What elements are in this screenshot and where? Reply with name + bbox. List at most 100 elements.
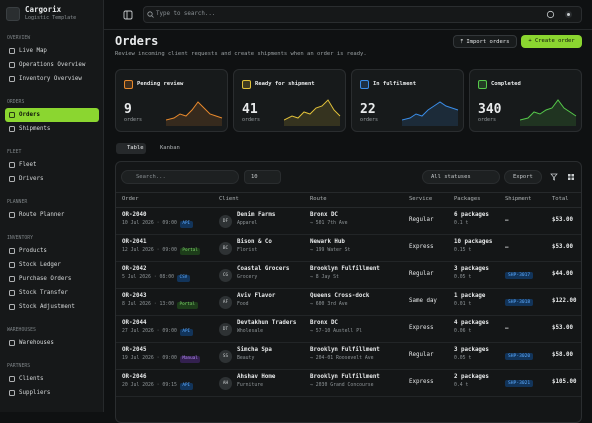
service: Regular [409, 352, 434, 358]
table-row[interactable]: OR-2041 12 Jul 2026 · 09:00 Portal BC Bison … [116, 235, 581, 262]
filter-icon[interactable] [550, 173, 558, 181]
nav-item[interactable]: Stock Transfer [5, 286, 99, 300]
nav-icon [9, 276, 15, 282]
sparkline [166, 101, 223, 126]
client-cell: Denim Farms Apparel [237, 212, 275, 226]
table-row[interactable]: OR-2043 8 Jul 2026 · 13:00 Portal AF Aviv Fl… [116, 289, 581, 316]
sidebar-toggle[interactable] [123, 10, 133, 20]
nav-icon [9, 112, 15, 118]
nav-icon [9, 76, 15, 82]
client-industry: Wholesale [237, 329, 263, 334]
client-cell: Bison & Co Florist [237, 239, 272, 253]
nav-icon [9, 48, 15, 54]
page-title: Orders [115, 34, 159, 48]
packages: 6 packages [454, 212, 489, 218]
nav-item[interactable]: Stock Adjustment [5, 300, 99, 314]
client-industry: Beauty [237, 356, 255, 361]
nav-item[interactable]: Route Planner [5, 208, 99, 222]
nav-item[interactable]: Orders [5, 108, 99, 122]
table-row[interactable]: OR-2046 20 Jul 2026 · 09:15 API AH Ahshav Ho… [116, 370, 581, 397]
shipment: SHP-3020 [505, 353, 534, 360]
date: 12 Jul 2026 · 09:00 [122, 248, 177, 253]
nav-label: Clients [19, 376, 44, 382]
nav-item[interactable]: Suppliers [5, 386, 99, 400]
nav-item[interactable]: Drivers [5, 172, 99, 186]
column-header: Client [219, 196, 239, 202]
route-cell: Brooklyn Fulfillment → 2030 Grand Concour… [310, 374, 380, 388]
nav-item[interactable]: Operations Overview [5, 58, 99, 72]
columns-icon[interactable] [567, 173, 575, 181]
stat-value: 340 [478, 102, 502, 117]
nav-label: Shipments [19, 126, 51, 132]
order-date: 19 Jul 2026 · 09:00 Manual [122, 356, 201, 363]
nav-icon [9, 176, 15, 182]
status-filter[interactable]: All statuses [422, 170, 500, 184]
packages-cell: 3 packages 0.05 t [454, 266, 489, 280]
global-search[interactable]: Type to search... [143, 6, 582, 23]
nav-item[interactable]: Clients [5, 372, 99, 386]
nav-item[interactable]: Purchase Orders [5, 272, 99, 286]
settings-icon[interactable] [564, 10, 573, 19]
source-badge: API [179, 221, 193, 228]
route-hub: Brooklyn Fulfillment [310, 347, 380, 353]
route-hub: Bronx DC [310, 212, 338, 218]
nav-item[interactable]: Live Map [5, 44, 99, 58]
order-date: 27 Jul 2026 · 09:00 API [122, 329, 193, 336]
sparkline-path [402, 102, 458, 126]
nav-label: Stock Adjustment [19, 304, 75, 310]
order-cell: OR-2046 20 Jul 2026 · 09:15 API [122, 374, 193, 390]
route-hub: Brooklyn Fulfillment [310, 374, 380, 380]
stat-icon [124, 80, 133, 89]
table-row[interactable]: OR-2042 5 Jul 2026 · 08:00 CSV CG Coastal Gr… [116, 262, 581, 289]
stat-unit: orders [242, 117, 261, 123]
source-badge: Portal [179, 248, 201, 255]
tab-table[interactable]: Table [116, 143, 146, 154]
table-row[interactable]: OR-2040 10 Jul 2026 · 09:00 API DF Denim Far… [116, 208, 581, 235]
source-badge: CSV [176, 275, 190, 282]
source-badge: API [179, 329, 193, 336]
import-button[interactable]: ⤒ Import orders [453, 35, 517, 48]
search-icon [147, 11, 154, 18]
client-industry: Furniture [237, 383, 263, 388]
nav-label: Orders [19, 112, 40, 118]
nav-section: FLEET [7, 150, 22, 155]
sparkline-path [402, 101, 459, 121]
client-avatar: AH [219, 377, 232, 390]
page-size[interactable]: 10 [244, 170, 281, 184]
column-header: Total [552, 196, 569, 202]
total: $44.00 [552, 271, 573, 277]
nav-item[interactable]: Products [5, 244, 99, 258]
tab-kanban[interactable]: Kanban [160, 145, 180, 151]
total: $53.00 [552, 217, 573, 223]
weight: 0.4 t [454, 383, 469, 388]
nav-item[interactable]: Inventory Overview [5, 72, 99, 86]
nav-label: Stock Transfer [19, 290, 68, 296]
table-row[interactable]: OR-2045 19 Jul 2026 · 09:00 Manual SS Simcha… [116, 343, 581, 370]
nav-item[interactable]: Warehouses [5, 336, 99, 350]
table-search[interactable]: Search... [121, 170, 239, 184]
table-row[interactable]: OR-2044 27 Jul 2026 · 09:00 API DT Devtakhun… [116, 316, 581, 343]
export-button[interactable]: Export [504, 170, 542, 184]
nav-label: Route Planner [19, 212, 65, 218]
nav-item[interactable]: Fleet [5, 158, 99, 172]
order-date: 12 Jul 2026 · 09:00 Portal [122, 248, 201, 255]
stat-icon [478, 80, 487, 89]
sidebar: Cargorix Logistic Template OVERVIEW Live … [0, 0, 104, 412]
chat-icon[interactable] [546, 10, 555, 19]
stat-icon [242, 80, 251, 89]
nav-icon [9, 262, 15, 268]
source-badge: Manual [179, 356, 201, 363]
stat-label: In fulfilment [373, 81, 417, 87]
stat-icon [360, 80, 369, 89]
nav-item[interactable]: Shipments [5, 122, 99, 136]
route-cell: Brooklyn Fulfillment → 8 Jay St [310, 266, 380, 280]
date: 27 Jul 2026 · 09:00 [122, 329, 177, 334]
nav-item[interactable]: Stock Ledger [5, 258, 99, 272]
nav-label: Inventory Overview [19, 76, 82, 82]
nav-icon [9, 304, 15, 310]
sparkline-path [166, 102, 222, 126]
create-button[interactable]: + Create order [521, 35, 582, 48]
packages: 3 packages [454, 266, 489, 272]
order-cell: OR-2043 8 Jul 2026 · 13:00 Portal [122, 293, 198, 309]
client-avatar: CG [219, 269, 232, 282]
